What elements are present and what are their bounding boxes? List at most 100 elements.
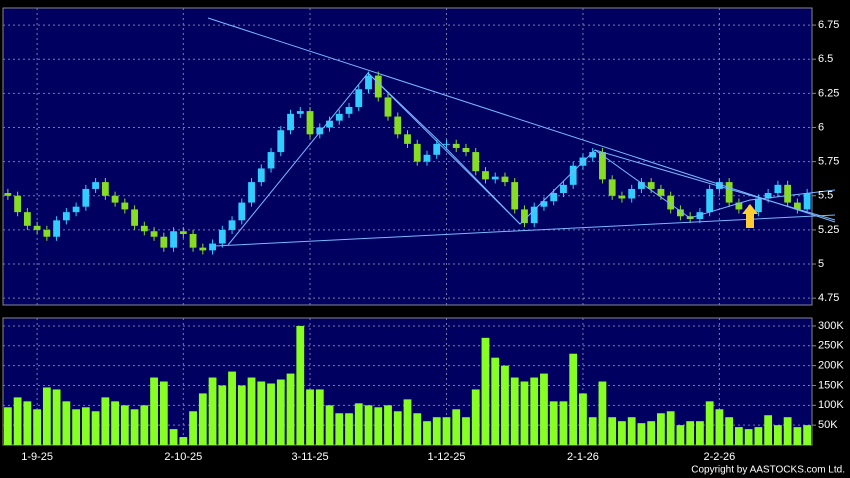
volume-bar	[520, 381, 529, 445]
candle-body	[248, 182, 255, 203]
volume-bar	[374, 407, 383, 445]
candle-body	[608, 179, 616, 196]
volume-bar	[111, 401, 119, 445]
candle-body	[511, 182, 519, 210]
volume-bar	[530, 377, 539, 445]
candle-body	[355, 89, 363, 107]
volume-bar	[764, 415, 773, 445]
volume-bar	[666, 411, 675, 445]
candle-body	[277, 130, 285, 153]
volume-bar	[559, 401, 568, 445]
volume-bar	[423, 421, 431, 445]
volume-bar	[432, 417, 441, 445]
volume-bar	[481, 337, 490, 445]
volume-bar	[393, 411, 402, 445]
candle-body	[384, 97, 392, 117]
volume-bar	[783, 417, 792, 445]
volume-bar	[218, 385, 227, 445]
candle-body	[267, 152, 275, 169]
volume-bar	[169, 429, 178, 445]
volume-bar	[647, 421, 656, 445]
candle-body	[160, 236, 168, 248]
volume-bar	[208, 377, 217, 445]
volume-bar	[803, 425, 812, 445]
candle-body	[345, 107, 353, 114]
volume-bar	[62, 401, 71, 445]
candle-body	[735, 202, 743, 210]
candle-body	[715, 182, 723, 189]
volume-bar	[257, 381, 266, 445]
volume-bar	[237, 385, 246, 445]
y-tick-label: 5.5	[818, 190, 833, 202]
candle-body	[784, 184, 792, 203]
volume-bar	[491, 357, 500, 445]
candle-body	[540, 201, 548, 207]
candle-body	[365, 75, 372, 90]
candle-body	[423, 154, 431, 162]
volume-bar	[754, 427, 763, 445]
volume-bar	[228, 371, 236, 445]
candle-body	[589, 152, 597, 158]
candle-body	[657, 188, 665, 196]
candle-body	[413, 143, 421, 162]
volume-bar	[744, 429, 753, 445]
candle-body	[62, 212, 70, 221]
candle-body	[140, 225, 148, 232]
candle-body	[23, 212, 31, 226]
volume-bar	[345, 413, 353, 445]
y-tick-label: 250K	[818, 340, 844, 352]
trend-line	[594, 149, 836, 221]
price-panel	[2, 7, 813, 306]
volume-bar	[510, 377, 519, 445]
candle-body	[209, 243, 216, 251]
volume-bar	[569, 353, 578, 445]
volume-bar	[657, 413, 665, 445]
candle-body	[199, 247, 207, 251]
trend-line	[214, 214, 836, 247]
y-tick-label: 150K	[818, 379, 844, 391]
candle-body	[257, 168, 265, 183]
volume-bar	[81, 407, 90, 445]
volume-bar	[364, 405, 373, 445]
candle-body	[404, 134, 411, 144]
volume-bar	[403, 399, 412, 445]
volume-bar	[471, 389, 480, 445]
candle-body	[754, 198, 762, 213]
candle-body	[218, 229, 226, 244]
candle-body	[482, 171, 489, 180]
volume-bar	[101, 397, 110, 445]
x-tick-label: 1-9-25	[21, 451, 53, 463]
trend-line	[367, 72, 521, 225]
volume-bar	[354, 403, 363, 445]
volume-bar	[686, 421, 695, 445]
x-tick-label: 1-12-25	[428, 451, 466, 463]
candle-body	[501, 176, 509, 183]
candle-body	[82, 188, 90, 207]
trend-line	[207, 17, 836, 223]
volume-bar	[734, 427, 743, 445]
volume-bar	[598, 381, 607, 445]
y-tick-label: 5.75	[818, 156, 839, 168]
candle-body	[550, 193, 558, 202]
volume-bar	[793, 427, 802, 445]
candle-body	[111, 195, 119, 203]
candle-body	[33, 225, 41, 230]
y-tick-label: 6.25	[818, 87, 839, 99]
candle-body	[72, 206, 80, 213]
candle-body	[131, 209, 138, 226]
volume-bar	[91, 411, 100, 445]
volume-bar	[608, 417, 617, 445]
volume-bar	[588, 417, 597, 445]
candle-body	[521, 209, 528, 224]
volume-bar	[462, 417, 470, 445]
y-tick-label: 200K	[818, 360, 844, 372]
volume-bar	[715, 409, 724, 445]
candle-body	[14, 195, 22, 213]
volume-bar	[676, 425, 685, 445]
candle-body	[452, 143, 460, 148]
candle-body	[793, 202, 801, 210]
volume-bar	[549, 401, 558, 445]
volume-bar	[23, 401, 32, 445]
candle-body	[433, 143, 441, 155]
candle-body	[53, 220, 61, 237]
